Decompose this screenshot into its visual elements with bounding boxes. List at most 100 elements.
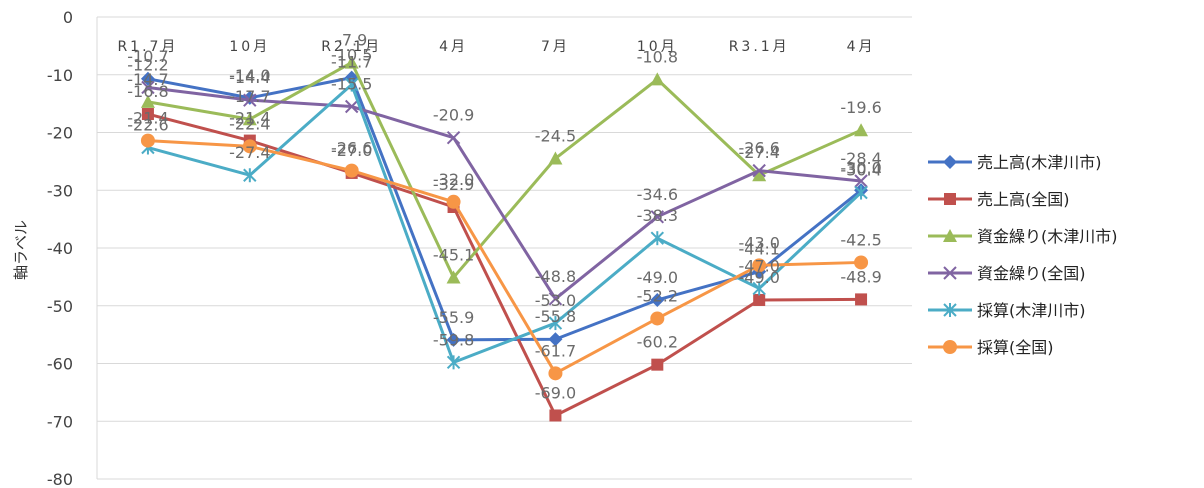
data-label: -55.8: [535, 307, 576, 326]
data-label: -28.4: [840, 149, 881, 168]
series-line: [147, 76, 862, 342]
data-point: [854, 185, 868, 200]
series-line: [147, 139, 862, 375]
data-point: [854, 123, 869, 137]
data-point: [549, 409, 562, 422]
data-point: [242, 139, 257, 154]
data-label: -53.0: [535, 291, 576, 310]
data-label: -12.2: [127, 55, 168, 74]
data-point: [446, 194, 461, 209]
data-label: -32.0: [433, 170, 474, 189]
data-point: [344, 77, 359, 92]
data-label: -27.4: [229, 143, 270, 162]
data-point: [141, 80, 155, 95]
data-point: [446, 332, 461, 347]
data-label: -22.6: [127, 116, 168, 135]
data-label: -47.0: [738, 256, 779, 275]
data-label: -15.5: [331, 75, 372, 94]
data-point: [650, 210, 665, 224]
y-axis-title: 軸ラベル: [12, 220, 30, 280]
x-tick-label: 4月: [439, 39, 468, 55]
data-label: -49.0: [738, 268, 779, 287]
gridlines: [96, 16, 912, 480]
data-point: [140, 94, 155, 108]
data-point: [242, 112, 257, 126]
y-tick-label: -80: [47, 470, 73, 488]
data-point: [446, 130, 461, 145]
data-point: [752, 258, 767, 273]
data-label: -14.7: [127, 70, 168, 89]
data-label: -34.6: [637, 185, 678, 204]
x-tick-label: 4月: [847, 39, 876, 55]
data-label: -22.4: [229, 114, 270, 133]
y-tick-label: -60: [47, 355, 73, 374]
data-label: -14.0: [229, 66, 270, 85]
data-label: -59.8: [433, 330, 474, 349]
data-label: -55.9: [433, 308, 474, 327]
data-point: [141, 108, 154, 121]
data-label: -19.6: [840, 98, 881, 117]
data-point: [344, 163, 359, 178]
legend-marker: [943, 155, 957, 169]
series-line: [147, 112, 862, 417]
x-tick-label: R1.7月: [117, 39, 178, 55]
data-point: [140, 71, 155, 86]
data-label: -45.1: [433, 245, 474, 264]
data-label: -26.6: [738, 139, 779, 158]
data-point: [548, 316, 563, 331]
data-label: -32.9: [433, 175, 474, 194]
x-tick-label: R2.1月: [321, 39, 382, 55]
x-tick-label: 10月: [229, 39, 270, 55]
data-label: -17.7: [229, 87, 270, 106]
data-label: -10.5: [331, 46, 372, 65]
data-label: -26.6: [331, 139, 372, 158]
data-point: [344, 55, 359, 69]
data-point: [548, 332, 563, 347]
data-label: -30.0: [840, 158, 881, 177]
x-axis-ticks: R1.7月 10月 R2.1月 4月 7月 10月 R3.1月 4月: [117, 39, 876, 55]
series-lines: [140, 55, 869, 422]
data-point: [752, 281, 766, 296]
y-tick-label: -20: [47, 124, 73, 143]
data-label: -43.0: [738, 233, 779, 252]
series-line: [147, 83, 863, 364]
data-label: -61.7: [535, 341, 576, 360]
legend: 売上高(木津川市) 売上高(全国) 資金繰り(木津川市) 資金繰り(全国) 採算(木津川…: [928, 153, 1118, 357]
legend-entry: 採算(木津川市): [977, 301, 1086, 320]
data-point: [243, 168, 257, 183]
data-label: -48.9: [840, 267, 881, 286]
data-label: -11.7: [331, 53, 372, 72]
data-point: [855, 293, 868, 306]
x-tick-label: 7月: [541, 39, 570, 55]
legend-entry: 資金繰り(木津川市): [977, 227, 1118, 246]
data-label: -21.4: [229, 109, 270, 128]
legend-marker: [944, 193, 956, 205]
y-tick-label: -30: [47, 181, 73, 200]
legend-marker: [943, 303, 957, 317]
data-label: -16.8: [127, 82, 168, 101]
legend-entry: 売上高(木津川市): [977, 153, 1102, 172]
data-label: -69.0: [535, 383, 576, 402]
data-label: -42.5: [840, 230, 881, 249]
data-label: -27.4: [738, 143, 779, 162]
data-label: -7.9: [336, 31, 367, 50]
data-label: -30.4: [840, 161, 881, 180]
data-point: [752, 168, 767, 182]
y-tick-label: -50: [47, 297, 73, 316]
data-label: -49.0: [637, 268, 678, 287]
data-point: [140, 133, 155, 148]
legend-marker: [943, 229, 957, 242]
y-tick-label: -40: [47, 239, 73, 258]
y-tick-label: 0: [63, 8, 73, 27]
legend-marker: [943, 266, 957, 280]
data-label: -10.8: [637, 47, 678, 66]
data-point: [548, 366, 563, 381]
data-label: -44.1: [738, 240, 779, 259]
y-tick-label: -70: [47, 412, 73, 431]
data-point: [650, 292, 665, 307]
data-label: -21.4: [127, 109, 168, 128]
data-labels: -10.7 -14.0 -10.5 -55.9 -55.8 -49.0 -44.1 -30.0…: [127, 31, 882, 403]
data-point: [650, 311, 665, 326]
data-label: -48.8: [535, 267, 576, 286]
